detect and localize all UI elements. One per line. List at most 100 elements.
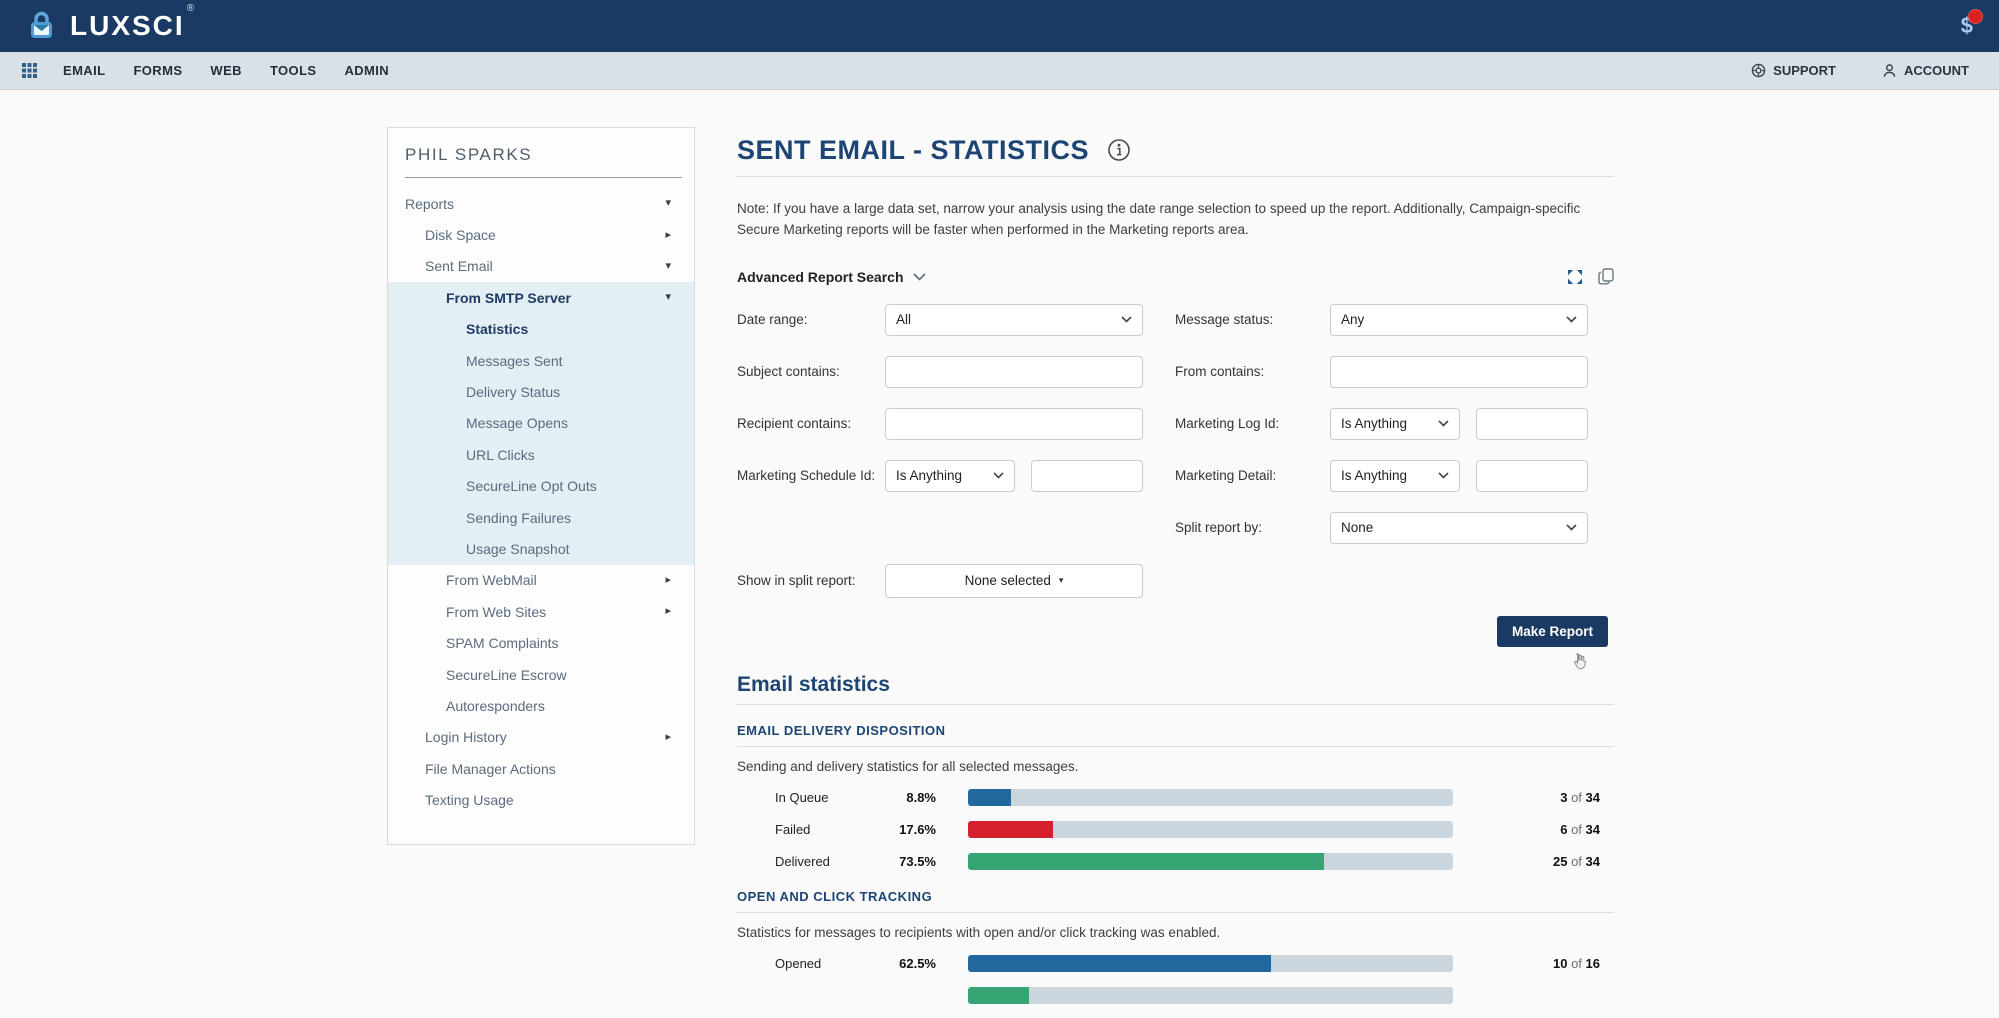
sidebar-item-texting-usage[interactable]: Texting Usage [388,784,694,815]
notification-badge [1968,9,1983,24]
marketing-log-id-input[interactable] [1476,407,1588,440]
sidebar-item-file-manager-actions[interactable]: File Manager Actions [388,753,694,784]
marketing-detail-input[interactable] [1476,459,1588,492]
stat-label: Opened [775,955,822,971]
mouse-cursor-hand [1571,652,1588,676]
sidebar-item-from-webmail[interactable]: From WebMail ▸ [388,565,694,596]
progress-bar-fill-green [968,852,1325,870]
stat-count: 10 of 16 [1552,955,1600,971]
sidebar-item-usage-snapshot[interactable]: Usage Snapshot [388,533,694,565]
brand[interactable]: LUXSCI® [26,3,194,42]
date-range-select[interactable]: All [885,303,1143,336]
section-description: Statistics for messages to recipients wi… [737,924,1221,940]
sidebar-item-label: From WebMail [446,572,537,589]
stat-row-partial [775,986,1614,1005]
support-button[interactable]: SUPPORT [1751,63,1836,78]
date-range-label: Date range: [737,311,808,327]
apps-grid-icon[interactable] [22,63,37,78]
sidebar-item-statistics[interactable]: Statistics [388,313,694,345]
stat-row-delivered: Delivered 73.5% 25 of 34 [775,852,1614,871]
section-heading-open-and-click-tracking: OPEN AND CLICK TRACKING [737,888,933,904]
sidebar-item-delivery-status[interactable]: Delivery Status [388,376,694,408]
stat-count: 25 of 34 [1552,853,1600,869]
sidebar-item-label: Sent Email [425,258,493,275]
person-icon [1882,63,1897,78]
stat-count: 6 of 34 [1560,821,1600,837]
sidebar-item-sent-email[interactable]: Sent Email ▾ [388,251,694,282]
marketing-schedule-id-input[interactable] [1031,459,1143,492]
stat-label: Failed [775,821,811,837]
show-in-split-report-select[interactable]: None selected ▾ [885,563,1143,598]
make-report-button[interactable]: Make Report [1496,615,1608,647]
section-description: Sending and delivery statistics for all … [737,758,1079,774]
recipient-contains-input[interactable] [885,407,1143,440]
sidebar-item-spam-complaints[interactable]: SPAM Complaints [388,627,694,658]
copy-icon[interactable] [1598,268,1614,285]
stat-rows: In Queue 8.8% 3 of 34 Failed 17.6% 6 of 34 Del… [737,788,1614,871]
nav-item-admin[interactable]: ADMIN [344,63,390,78]
from-contains-input[interactable] [1330,355,1588,388]
sidebar-item-secureline-escrow[interactable]: SecureLine Escrow [388,659,694,690]
nav-item-forms[interactable]: FORMS [133,63,183,78]
sidebar-item-label: Texting Usage [425,792,514,809]
chevron-down-icon[interactable] [912,273,926,281]
dropdown-triangle-icon: ▾ [1058,575,1064,586]
expand-arrows-icon[interactable] [1567,269,1583,285]
stat-row-opened: Opened 62.5% 10 of 16 [775,954,1614,973]
stat-percent: 62.5% [899,955,936,971]
info-icon[interactable] [1107,138,1131,162]
caret-down-icon: ▾ [665,291,671,304]
sidebar-item-url-clicks[interactable]: URL Clicks [388,439,694,471]
chevron-down-icon [1438,420,1449,427]
marketing-schedule-id-op-select[interactable]: Is Anything [885,459,1015,492]
sidebar-item-label: Message Opens [466,415,568,432]
page: PHIL SPARKS Reports ▾ Disk Space ▸ Sent Emai… [0,90,1999,1004]
stat-row-in-queue: In Queue 8.8% 3 of 34 [775,788,1614,807]
subject-contains-input[interactable] [885,355,1143,388]
help-ring-icon [1751,63,1766,78]
advanced-search-toggle[interactable]: Advanced Report Search [737,268,904,285]
stat-percent: 17.6% [899,821,936,837]
marketing-schedule-id-label: Marketing Schedule Id: [737,467,876,483]
sidebar-item-label: From SMTP Server [446,289,572,306]
message-status-select[interactable]: Any [1330,303,1588,336]
sidebar-item-label: File Manager Actions [425,760,556,777]
section-divider [737,745,1614,747]
sidebar-item-label: Delivery Status [466,384,561,401]
progress-bar-track [968,852,1453,870]
billing-icon[interactable]: $ [1961,9,1983,39]
account-label: ACCOUNT [1904,63,1969,78]
marketing-detail-op-select[interactable]: Is Anything [1330,459,1460,492]
account-button[interactable]: ACCOUNT [1882,63,1969,78]
split-report-by-label: Split report by: [1175,519,1263,535]
nav-item-email[interactable]: EMAIL [63,63,106,78]
sidebar-item-label: Disk Space [425,227,496,244]
page-title: SENT EMAIL - STATISTICS [737,134,1090,165]
progress-bar-track [968,820,1453,838]
email-statistics-heading: Email statistics [737,672,890,696]
marketing-log-id-op-select[interactable]: Is Anything [1330,407,1460,440]
sidebar-item-label: From Web Sites [446,603,547,620]
sidebar-item-from-smtp-server[interactable]: From SMTP Server ▾ [388,282,694,314]
progress-bar-track [968,986,1453,1004]
nav-item-web[interactable]: WEB [210,63,242,78]
menu-bar: EMAIL FORMS WEB TOOLS ADMIN SUPPORT ACCOUNT [0,52,1999,90]
caret-right-icon: ▸ [665,573,671,586]
stat-percent: 73.5% [899,853,936,869]
sidebar-item-from-web-sites[interactable]: From Web Sites ▸ [388,596,694,627]
sidebar-item-login-history[interactable]: Login History ▸ [388,722,694,753]
nav-item-tools[interactable]: TOOLS [269,63,317,78]
sidebar-item-reports[interactable]: Reports ▾ [388,188,694,219]
sidebar-item-label: SecureLine Escrow [446,666,567,683]
brand-text: LUXSCI [70,10,185,41]
chevron-down-icon [1566,524,1577,531]
split-report-by-select[interactable]: None [1330,511,1588,544]
sidebar-item-sending-failures[interactable]: Sending Failures [388,501,694,534]
sidebar-item-secureline-opt-outs[interactable]: SecureLine Opt Outs [388,470,694,502]
main-nav: EMAIL FORMS WEB TOOLS ADMIN [63,63,417,78]
sidebar-item-messages-sent[interactable]: Messages Sent [388,344,694,377]
sidebar-item-autoresponders[interactable]: Autoresponders [388,690,694,721]
sidebar-item-message-opens[interactable]: Message Opens [388,407,694,440]
sidebar-item-disk-space[interactable]: Disk Space ▸ [388,219,694,250]
stat-percent: 8.8% [906,789,936,805]
